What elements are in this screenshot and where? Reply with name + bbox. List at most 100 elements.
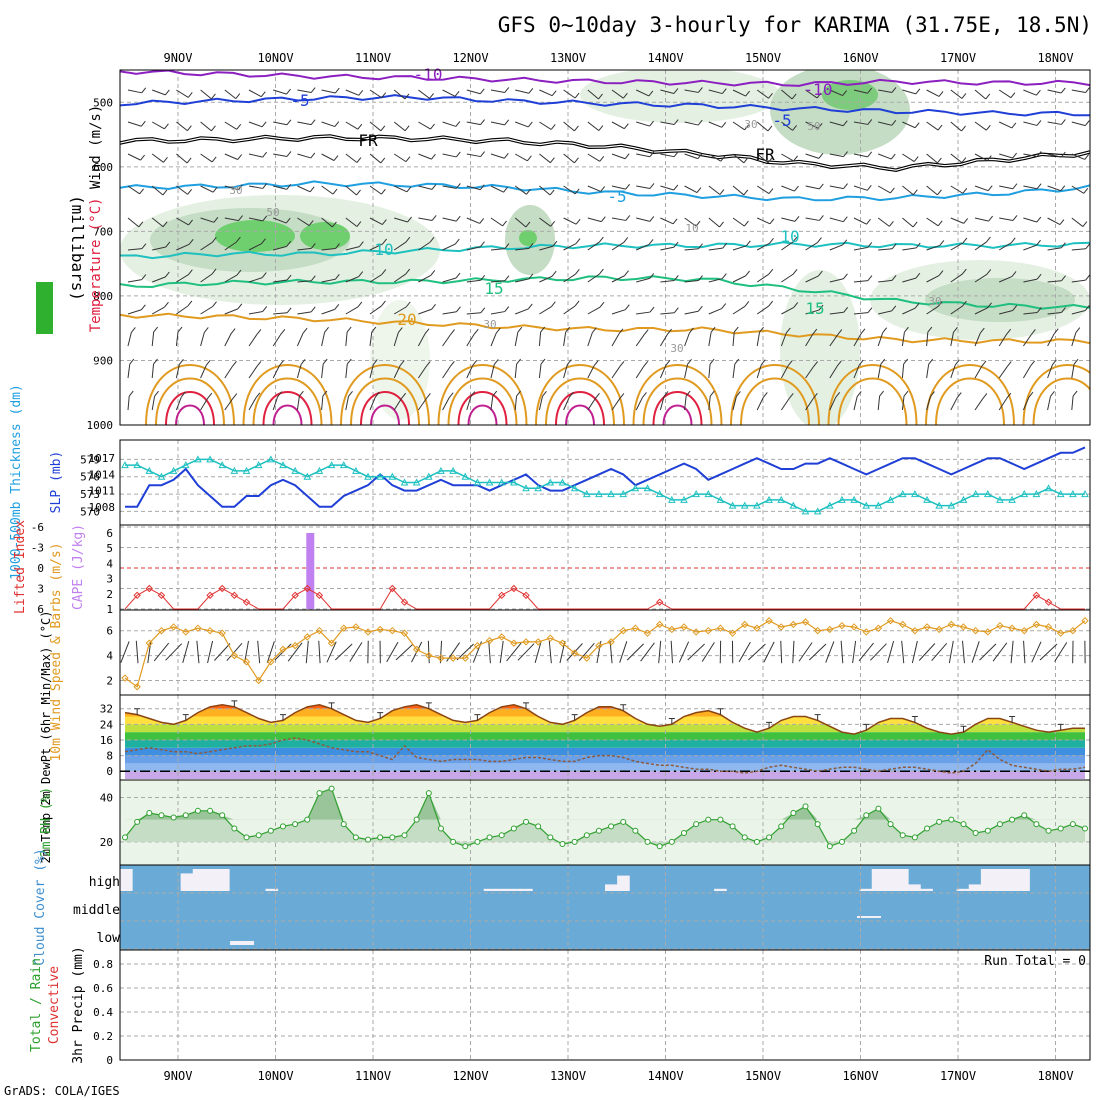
wind-barb xyxy=(1071,310,1086,315)
wind-barb xyxy=(780,398,790,411)
wind-barb xyxy=(902,185,914,196)
wind-barb xyxy=(224,274,238,283)
wind-barb-flag xyxy=(235,93,241,99)
wind-barb xyxy=(853,121,868,125)
wind-barb-flag xyxy=(431,215,437,221)
wind-barb-flag xyxy=(381,188,386,195)
precip-tick-label: 0.6 xyxy=(93,982,113,995)
wind-barb-flag xyxy=(504,87,510,93)
wind-barb-flag xyxy=(261,121,267,128)
precip-label: 3hr Precip (mm) xyxy=(71,946,86,1063)
thickness-point xyxy=(813,507,822,515)
wind-barb-flag xyxy=(1028,391,1034,398)
wind10m-point xyxy=(1056,629,1065,637)
wind-barb-flag xyxy=(1036,239,1041,246)
wind-barb-flag xyxy=(358,271,364,277)
thickness-point xyxy=(279,461,287,469)
wind-barb xyxy=(394,217,408,223)
wind-barb xyxy=(539,89,553,97)
precip-tick-label: 0.4 xyxy=(93,1006,113,1019)
rh2m-point xyxy=(255,832,262,839)
wind-barb-flag xyxy=(277,391,282,398)
wind-barb xyxy=(999,217,1014,221)
thickness-point xyxy=(230,466,239,474)
rh2m-point xyxy=(122,834,128,841)
wind-barb-flag xyxy=(430,123,435,130)
thickness-point xyxy=(619,490,628,498)
wind-barb xyxy=(563,217,577,225)
wind-barb xyxy=(151,306,165,315)
wind-barb xyxy=(587,365,595,379)
thickness-point xyxy=(789,501,798,509)
wind-barb-flag xyxy=(574,300,580,307)
wind-barb xyxy=(127,332,132,347)
wind-barb xyxy=(1071,248,1086,251)
wind10m-point xyxy=(801,618,810,626)
wind10m-point xyxy=(145,639,154,647)
wind-barb xyxy=(490,311,505,315)
lifted-index-point xyxy=(157,591,166,600)
wind-barb-flag xyxy=(961,125,966,132)
isotherm-label: 50 xyxy=(266,206,279,219)
wind-barb xyxy=(636,185,651,189)
wind-barb-flag xyxy=(397,327,403,333)
wind-barb-10m xyxy=(326,641,337,663)
temp-range-mark xyxy=(474,714,481,721)
wind-barb xyxy=(1071,89,1086,94)
wind-barb-flag xyxy=(256,329,262,335)
thickness-point xyxy=(424,472,433,480)
rh2m-label: 2m RH (%) xyxy=(39,787,54,857)
thickness-point xyxy=(1069,490,1077,498)
wind-barb-flag xyxy=(255,392,261,399)
rh2m-point xyxy=(413,816,420,823)
wind-barb xyxy=(1047,153,1062,158)
wind10m-point xyxy=(765,617,773,625)
rh2m-point xyxy=(972,829,979,836)
wind-barb-flag xyxy=(374,391,380,398)
wind-barb xyxy=(296,396,300,411)
thickness-tick-label: 573 xyxy=(80,488,100,501)
wind-barb xyxy=(393,365,401,379)
wind10m-line xyxy=(121,617,1089,691)
wind-barb xyxy=(127,396,130,411)
wind-barb xyxy=(1047,247,1062,251)
cloud-cover-grid xyxy=(120,865,1090,950)
wind-barb-flag xyxy=(938,91,944,97)
wind-barb xyxy=(176,89,189,98)
thickness-point xyxy=(923,495,931,503)
wind-barb-flag xyxy=(867,275,873,281)
wind-barb-flag xyxy=(695,220,701,227)
rh2m-point xyxy=(656,843,663,850)
isotherm-label: -10 xyxy=(414,65,443,84)
cape-tick-label: 3 xyxy=(106,573,113,586)
wind-barb-flag xyxy=(1085,274,1090,281)
rh2m-point xyxy=(365,836,372,843)
wind-barb xyxy=(999,276,1013,283)
wind-barb-flag xyxy=(406,186,412,193)
wind-barb xyxy=(805,398,814,411)
upper-air-panel: -10 -5 FR -5 10 15 20 -10 -5 FR 10 15 30 50 10 30 30 30 50… xyxy=(36,65,1091,432)
wind-barb xyxy=(708,153,722,162)
wind-barb-flag xyxy=(599,155,605,162)
wind10m-point xyxy=(1044,623,1053,631)
wind-barb-flag xyxy=(1060,119,1066,125)
wind-barb-flag xyxy=(236,269,242,276)
wind-barb xyxy=(248,277,263,283)
wind10m-grid xyxy=(120,610,1090,695)
wind-barb-flag xyxy=(1036,273,1042,280)
wind-barb xyxy=(660,279,675,283)
wind-barb-flag xyxy=(985,93,991,100)
wind-barb-flag xyxy=(1030,360,1035,367)
wind-barb xyxy=(926,153,938,164)
wind-barb-flag xyxy=(310,152,316,159)
temp-band xyxy=(125,724,1085,733)
wind-barb-10m xyxy=(244,640,249,664)
wind-barb xyxy=(442,217,457,222)
wind10m-point xyxy=(400,629,409,637)
wind10m-point xyxy=(935,625,943,634)
wind-barb-flag xyxy=(310,87,316,93)
wind-barb-flag xyxy=(624,153,630,160)
wind-barb xyxy=(273,89,287,95)
wind-barb xyxy=(127,279,142,283)
wind-barb-flag xyxy=(310,243,316,249)
